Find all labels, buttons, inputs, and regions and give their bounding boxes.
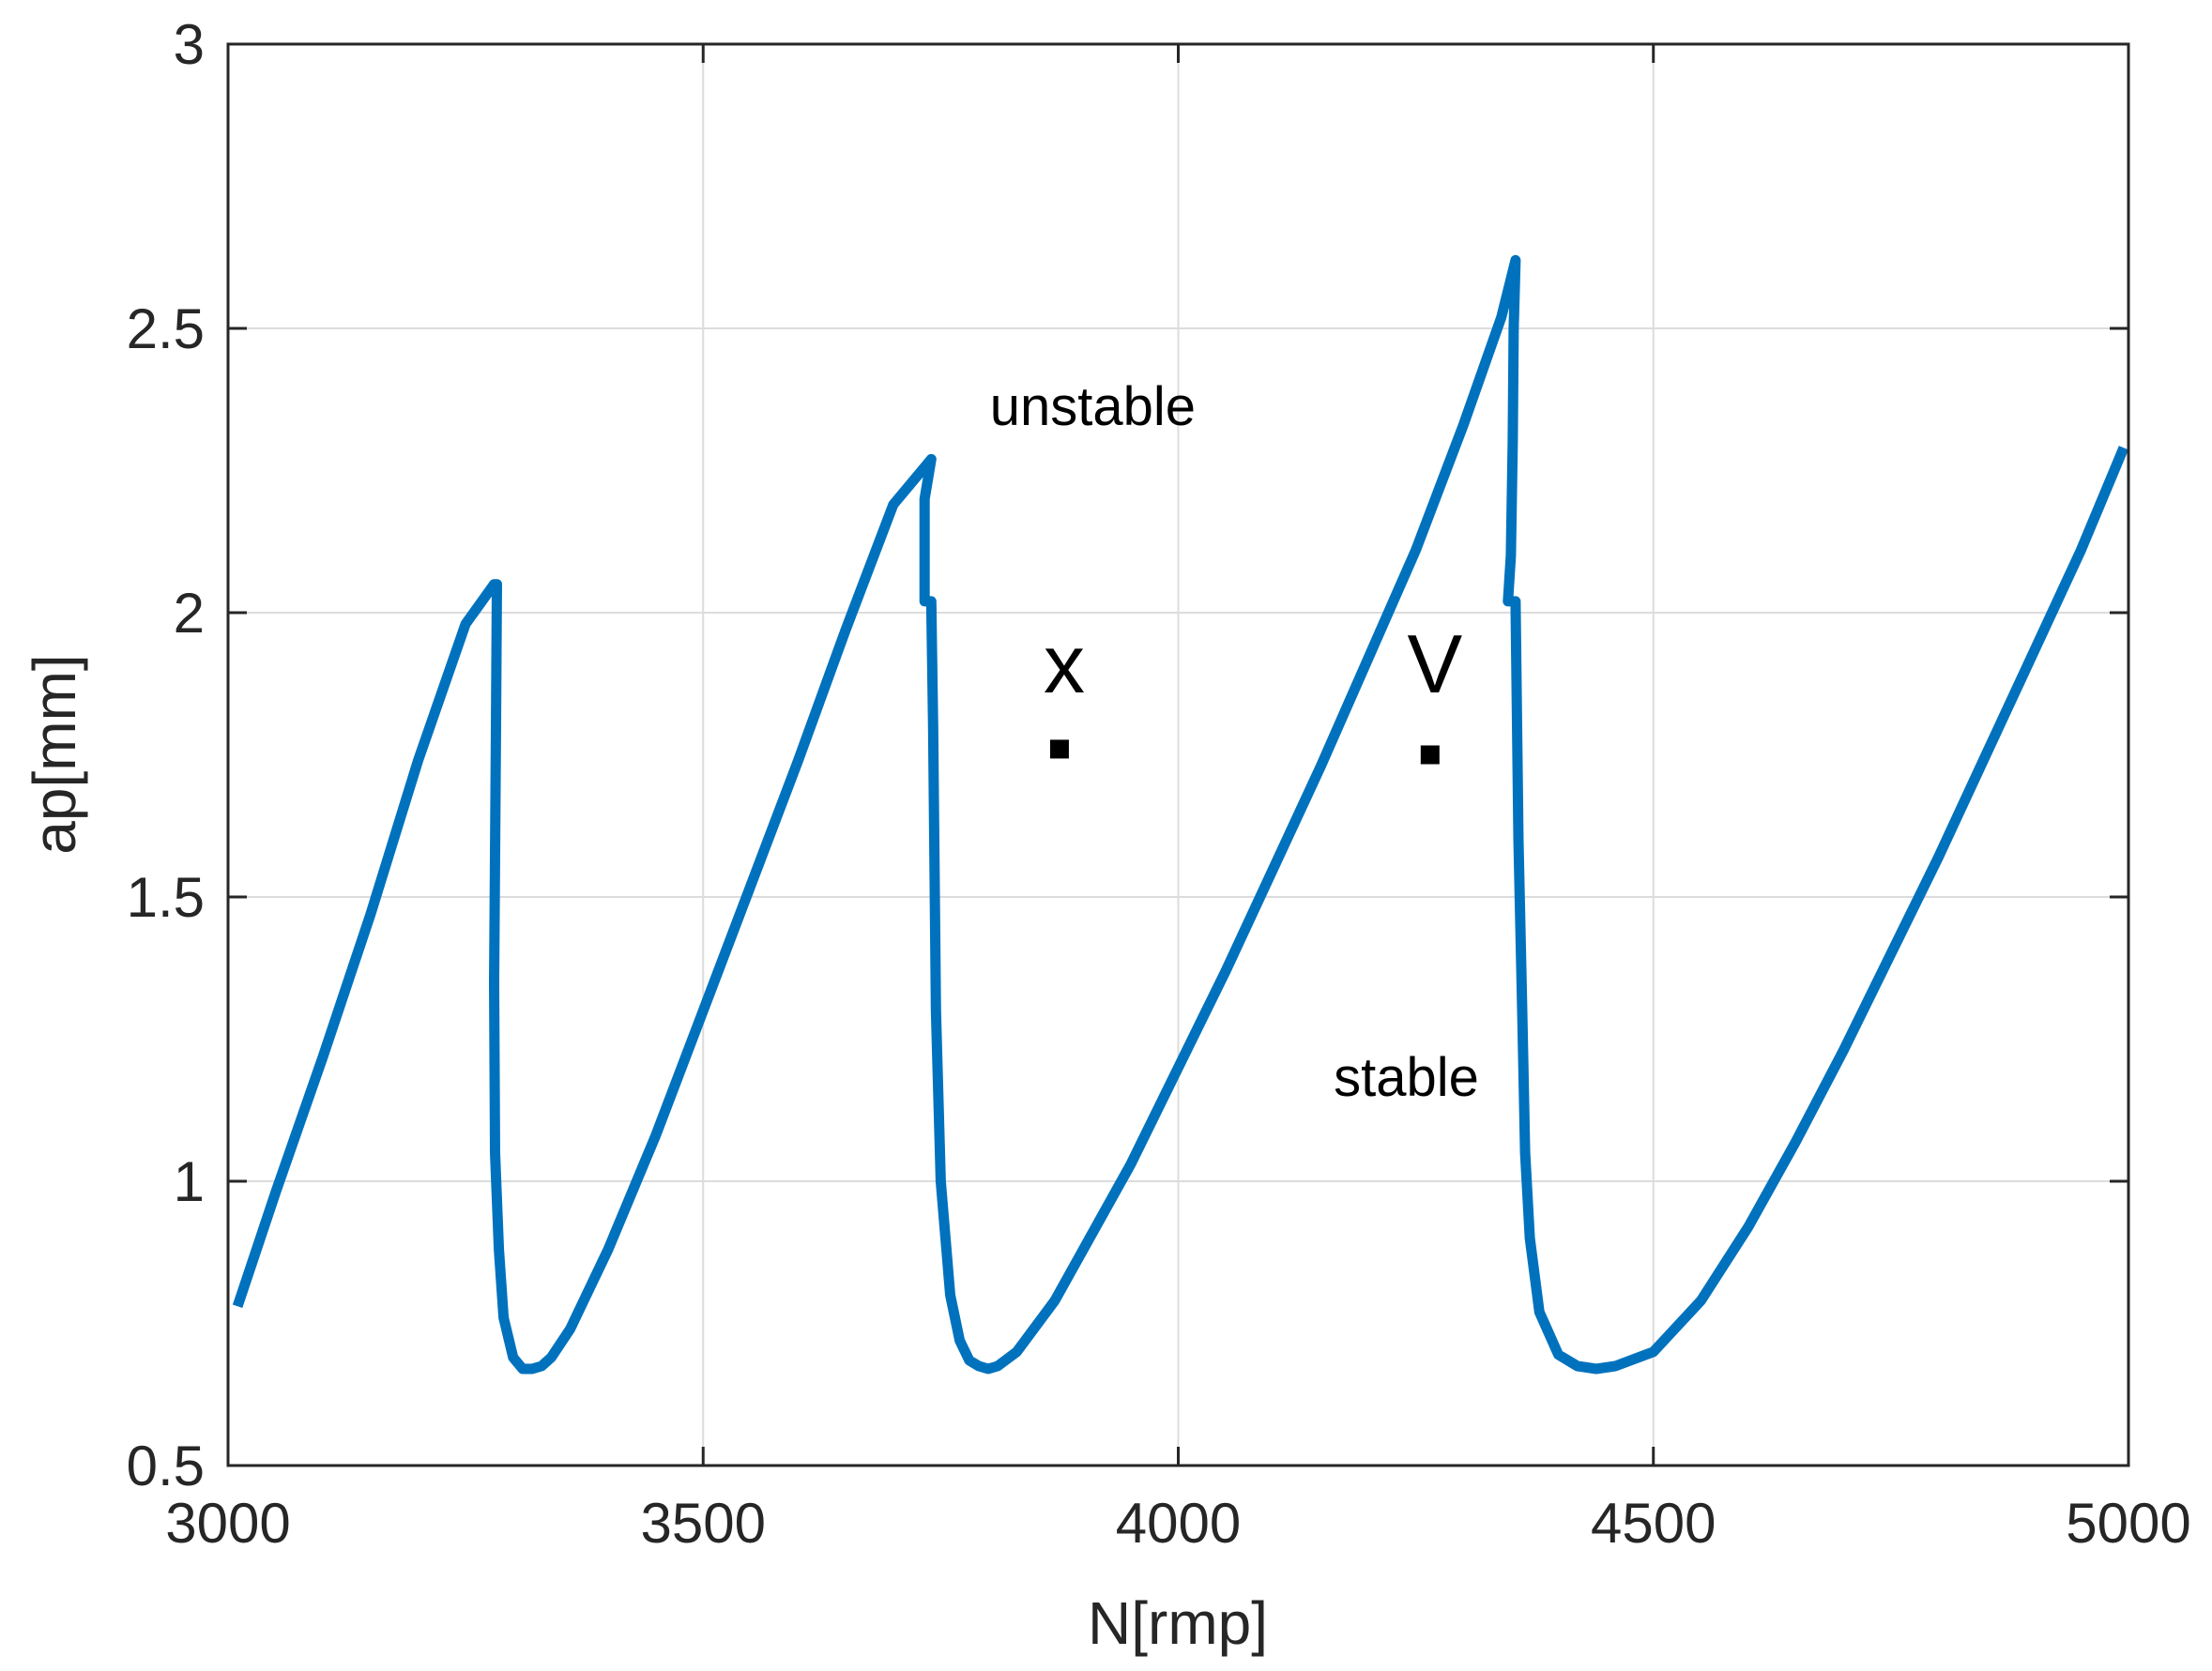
y-tick-label: 0.5 (127, 1435, 205, 1497)
plot-frame (226, 42, 2130, 1467)
annotation-label: V (1408, 617, 1463, 710)
x-tick-labels: 3000 3500 4000 4500 5000 (165, 1492, 2190, 1555)
y-tick-label: 2.5 (127, 297, 205, 360)
markers-layer (1049, 739, 1440, 765)
x-tick-label: 5000 (2066, 1492, 2190, 1555)
y-tick-label: 2 (174, 582, 205, 645)
x-tick-label: 4000 (1116, 1492, 1241, 1555)
stability-lobe-line (232, 254, 2128, 1375)
annotation-label: unstable (990, 376, 1196, 437)
annotation-label: x (1044, 617, 1085, 710)
y-axis-label: ap[mm] (21, 654, 88, 854)
test-point-marker (1420, 745, 1440, 765)
annotation-label: stable (1334, 1047, 1479, 1108)
annotations-layer: unstable stable x V (990, 376, 1479, 1108)
y-tick-label: 1 (174, 1150, 205, 1213)
grid (228, 44, 2128, 1466)
x-axis-label: N[rmp] (1088, 1589, 1268, 1657)
y-tick-label: 1.5 (127, 866, 205, 929)
test-point-marker (1049, 739, 1069, 759)
x-tick-label: 4500 (1591, 1492, 1716, 1555)
y-tick-label: 3 (174, 13, 205, 76)
series-layer (232, 254, 2128, 1375)
x-tick-label: 3000 (165, 1492, 290, 1555)
x-tick-label: 3500 (641, 1492, 766, 1555)
y-tick-labels: 0.5 1 1.5 2 2.5 3 (127, 13, 205, 1497)
